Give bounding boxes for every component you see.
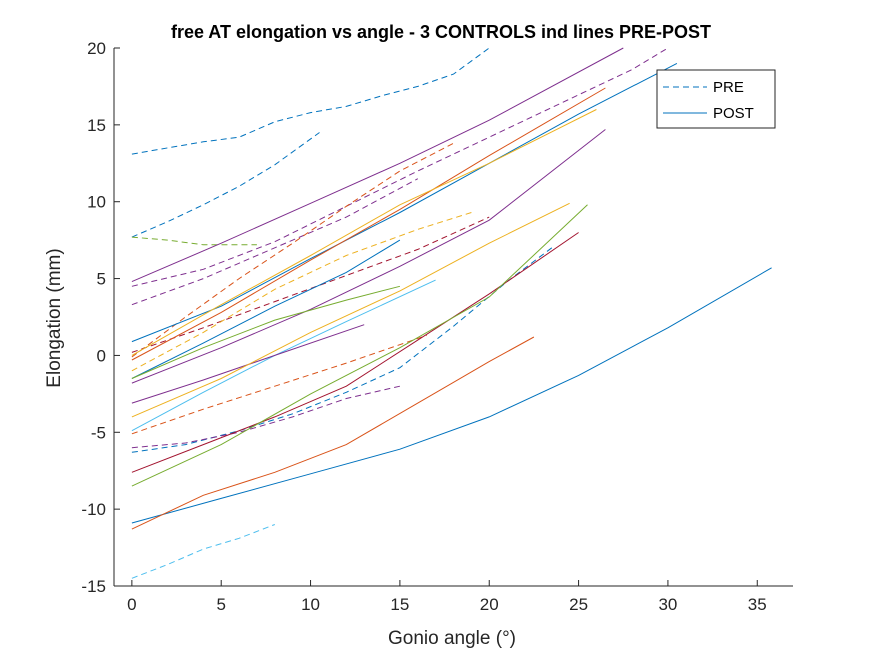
x-tick-label: 10 xyxy=(301,595,320,614)
series-line-11 xyxy=(131,216,490,353)
series-line-20 xyxy=(131,336,535,530)
series-layer xyxy=(131,47,772,579)
series-line-13 xyxy=(131,62,678,343)
series-line-10 xyxy=(131,334,427,435)
y-tick-label: -5 xyxy=(91,423,106,442)
series-line-1 xyxy=(131,47,490,155)
x-tick-label: 25 xyxy=(569,595,588,614)
y-tick-label: 20 xyxy=(87,39,106,58)
y-tick-label: 15 xyxy=(87,116,106,135)
series-line-14 xyxy=(131,267,772,524)
x-tick-label: 5 xyxy=(216,595,225,614)
x-tick-label: 0 xyxy=(127,595,136,614)
legend-label-pre: PRE xyxy=(713,79,744,96)
x-axis-label: Gonio angle (°) xyxy=(388,628,516,649)
series-line-23 xyxy=(131,202,570,418)
series-line-8 xyxy=(131,385,401,449)
series-line-7 xyxy=(131,178,419,306)
series-line-25 xyxy=(131,204,588,487)
y-tick-label: 5 xyxy=(97,270,106,289)
y-tick-label: 0 xyxy=(97,346,106,365)
y-tick-label: 10 xyxy=(87,193,106,212)
y-tick-label: -15 xyxy=(81,577,106,596)
series-line-18 xyxy=(131,129,606,384)
series-line-4 xyxy=(131,524,275,579)
series-line-2 xyxy=(131,132,320,238)
series-line-6 xyxy=(131,47,669,287)
series-line-19 xyxy=(131,324,365,404)
chart-title: free AT elongation vs angle - 3 CONTROLS… xyxy=(171,22,711,42)
series-line-26 xyxy=(131,285,401,379)
x-tick-label: 35 xyxy=(748,595,767,614)
x-tick-label: 15 xyxy=(390,595,409,614)
x-tick-label: 30 xyxy=(658,595,677,614)
series-line-17 xyxy=(131,47,624,283)
legend: PRE POST xyxy=(656,69,776,129)
series-line-15 xyxy=(131,239,401,379)
series-line-5 xyxy=(131,236,257,246)
series-line-21 xyxy=(131,87,606,361)
series-line-24 xyxy=(131,109,597,356)
y-tick-label: -10 xyxy=(81,500,106,519)
legend-box xyxy=(656,69,776,129)
series-line-3 xyxy=(131,247,553,453)
x-tick-label: 20 xyxy=(480,595,499,614)
legend-label-post: POST xyxy=(713,105,754,122)
series-line-22 xyxy=(131,232,579,473)
y-axis-label: Elongation (mm) xyxy=(44,248,65,387)
axes-layer: 0 5 10 15 20 25 30 35 -15 -10 -5 0 5 10 15 20 xyxy=(81,39,793,614)
series-line-12 xyxy=(131,212,472,372)
